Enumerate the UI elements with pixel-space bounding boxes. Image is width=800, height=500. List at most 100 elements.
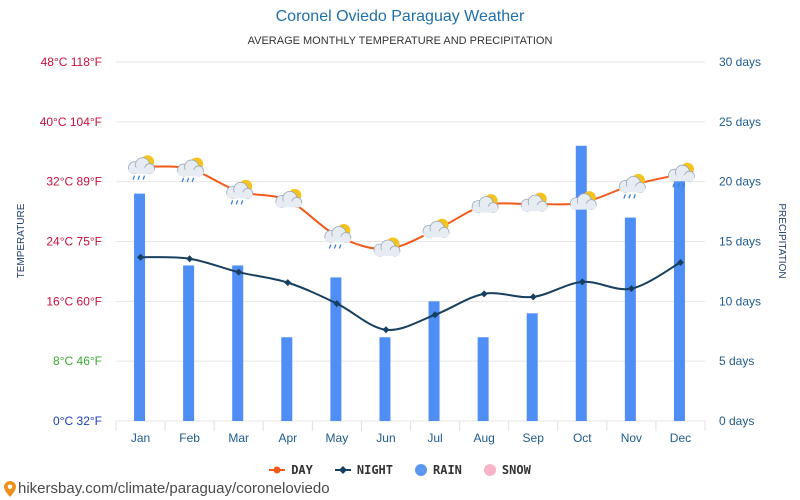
y-left-tick-label: 32°C 89°F <box>46 175 102 189</box>
raindrop <box>186 177 190 183</box>
rain-bar <box>183 265 195 421</box>
raindrop <box>328 244 332 249</box>
partly-cloudy-icon <box>569 191 597 211</box>
legend-item-snow[interactable]: SNOW <box>483 463 531 477</box>
y-left-tick-label: 0°C 32°F <box>53 414 102 428</box>
y-right-axis-title: PRECIPITATION <box>776 203 787 278</box>
partly-cloudy-rain-icon <box>177 157 205 183</box>
raindrop <box>628 194 631 199</box>
x-tick-label: Jan <box>131 431 150 445</box>
partly-cloudy-icon <box>422 218 450 238</box>
raindrop <box>682 182 686 188</box>
y-left-axis-title: TEMPERATURE <box>16 203 27 278</box>
chart-title: Coronel Oviedo Paraguay Weather <box>275 8 525 25</box>
raindrop <box>677 182 681 188</box>
partly-cloudy-icon <box>275 188 303 208</box>
raindrop <box>181 177 185 183</box>
partly-cloudy-rain-icon <box>668 162 695 188</box>
partly-cloudy-rain-icon <box>324 224 352 249</box>
footer-url: hikersbay.com/climate/paraguay/coronelov… <box>18 480 330 497</box>
night-point <box>382 326 390 334</box>
night-point <box>431 311 439 319</box>
legend-label-night: NIGHT <box>356 463 393 477</box>
weather-chart: 0°C 32°F 8°C 46°F 16°C 60°F 24°C 75°F 32°C 8… <box>16 55 787 445</box>
raindrop <box>333 244 337 249</box>
grid-lines <box>115 61 706 431</box>
x-tick-label: Sep <box>523 431 545 445</box>
raindrop <box>191 177 195 183</box>
rain-bar <box>281 337 293 421</box>
y-right-tick-label: 25 days <box>719 115 761 129</box>
partly-cloudy-icon <box>373 237 401 257</box>
partly-cloudy-rain-icon <box>128 155 155 180</box>
night-point <box>137 253 145 261</box>
axes: 0°C 32°F 8°C 46°F 16°C 60°F 24°C 75°F 32°C 8… <box>16 55 787 445</box>
partly-cloudy-rain-icon <box>618 173 646 199</box>
chart-subtitle: AVERAGE MONTHLY TEMPERATURE AND PRECIPIT… <box>247 35 553 47</box>
x-tick-label: Feb <box>179 431 200 445</box>
weather-icons <box>128 155 695 257</box>
x-tick-label: Dec <box>670 431 691 445</box>
line-dot-icon <box>269 466 286 474</box>
partly-cloudy-icon <box>471 194 499 214</box>
rain-bar <box>379 337 391 421</box>
night-line <box>140 256 681 331</box>
raindrop <box>338 244 342 249</box>
x-tick-label: Jul <box>427 431 442 445</box>
rain-bars <box>134 145 685 421</box>
y-left-tick-label: 40°C 104°F <box>40 115 102 129</box>
y-left-tick-label: 8°C 46°F <box>53 354 102 368</box>
raindrop <box>235 200 239 205</box>
legend-label-rain: RAIN <box>433 463 462 477</box>
cloud-base <box>177 169 204 176</box>
rain-bar <box>428 301 440 421</box>
x-tick-label: Apr <box>278 431 297 445</box>
cloud-base <box>521 205 548 212</box>
cloud-base <box>668 175 695 182</box>
y-right-tick-label: 30 days <box>719 55 761 69</box>
raindrop <box>137 175 141 180</box>
legend-label-day: DAY <box>291 463 313 477</box>
y-left-tick-label: 16°C 60°F <box>46 294 102 308</box>
cloud-base <box>128 167 155 174</box>
night-point <box>529 293 537 301</box>
y-left-tick-label: 24°C 75°F <box>46 235 102 249</box>
cloud-base <box>226 192 253 199</box>
partly-cloudy-rain-icon <box>226 179 254 205</box>
raindrop <box>633 194 636 199</box>
legend-item-day[interactable]: DAY <box>269 463 313 477</box>
cloud-base <box>423 231 450 238</box>
y-left-tick-label: 48°C 118°F <box>41 55 102 69</box>
x-tick-label: Mar <box>228 431 249 445</box>
legend-item-night[interactable]: NIGHT <box>334 463 393 477</box>
x-tick-label: Oct <box>573 431 592 445</box>
line-diamond-icon <box>334 466 351 474</box>
cloud-base <box>472 206 499 213</box>
cloud-base <box>275 201 302 208</box>
legend: DAY NIGHT RAIN SNOW <box>0 463 800 477</box>
day-line <box>140 165 681 250</box>
legend-item-rain[interactable]: RAIN <box>415 463 462 477</box>
raindrop <box>672 182 676 188</box>
cloud-base <box>324 236 351 243</box>
location-pin-icon <box>4 480 16 497</box>
footer-link[interactable]: hikersbay.com/climate/paraguay/coronelov… <box>4 480 330 497</box>
cloud-base <box>373 249 400 256</box>
y-right-tick-label: 5 days <box>719 354 754 368</box>
night-point <box>480 290 488 298</box>
rain-bar <box>330 277 342 421</box>
x-tick-label: Aug <box>473 431 494 445</box>
x-tick-label: Nov <box>621 431 642 445</box>
rain-dot-icon <box>415 464 427 476</box>
raindrop <box>240 200 244 205</box>
temperature-lines <box>137 165 684 334</box>
night-point <box>578 278 586 286</box>
night-point <box>186 255 194 263</box>
night-point <box>333 300 341 308</box>
rain-bar <box>624 217 636 421</box>
raindrop <box>132 175 136 180</box>
cloud-base <box>619 186 646 193</box>
y-right-tick-label: 20 days <box>719 175 761 189</box>
y-right-tick-label: 15 days <box>719 235 761 249</box>
legend-label-snow: SNOW <box>501 463 531 477</box>
